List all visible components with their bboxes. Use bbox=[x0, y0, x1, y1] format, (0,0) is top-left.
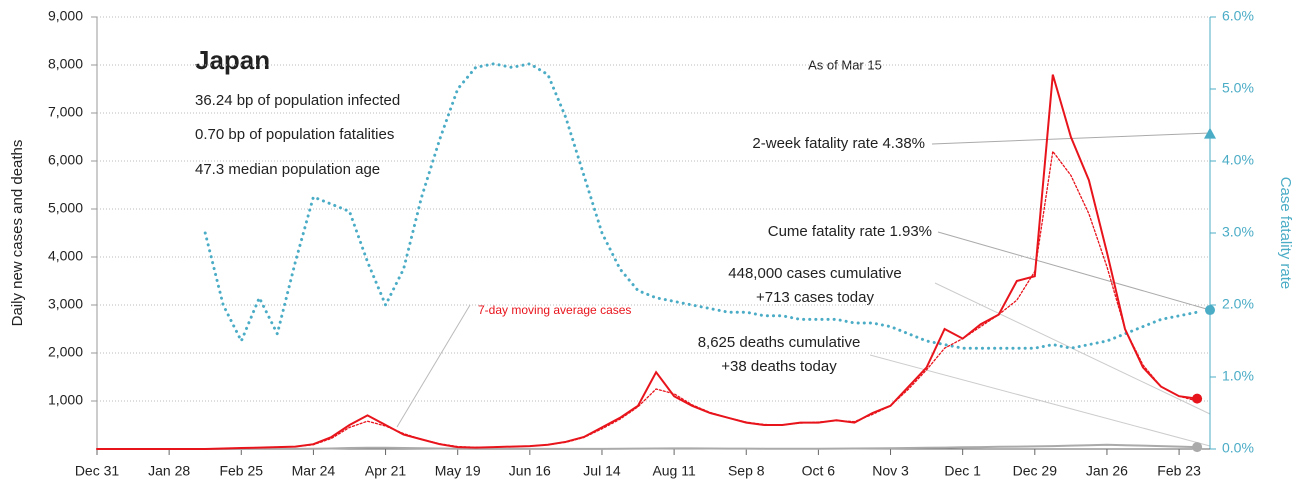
y-tick-label: 1,000 bbox=[48, 392, 83, 408]
x-tick-label: Dec 1 bbox=[944, 463, 981, 479]
annotation: 2-week fatality rate 4.38% bbox=[752, 135, 925, 152]
leader-line bbox=[937, 231, 1211, 311]
annotation: 8,625 deaths cumulative bbox=[698, 334, 861, 351]
subtitle: 0.70 bp of population fatalities bbox=[195, 126, 394, 143]
x-tick-label: Dec 31 bbox=[75, 463, 120, 479]
y-tick-label: 8,000 bbox=[48, 56, 83, 72]
y-tick-label: 6,000 bbox=[48, 152, 83, 168]
x-tick-label: Jun 16 bbox=[509, 463, 551, 479]
y2-tick-label: 4.0% bbox=[1222, 152, 1254, 168]
y2-tick-label: 2.0% bbox=[1222, 296, 1254, 312]
y-axis-title: Daily new cases and deaths bbox=[9, 140, 26, 327]
x-tick-label: Aug 11 bbox=[652, 463, 696, 479]
y2-tick-label: 3.0% bbox=[1222, 224, 1254, 240]
end-dot bbox=[1192, 442, 1203, 453]
subtitle: 47.3 median population age bbox=[195, 161, 380, 178]
series-line bbox=[203, 62, 1199, 350]
y-tick-label: 4,000 bbox=[48, 248, 83, 264]
x-tick-label: Sep 8 bbox=[728, 463, 765, 479]
x-tick-label: Nov 3 bbox=[872, 463, 909, 479]
x-tick-label: Feb 23 bbox=[1157, 463, 1201, 479]
y2-tick-label: 0.0% bbox=[1222, 440, 1254, 456]
y2-tick-label: 5.0% bbox=[1222, 80, 1254, 96]
x-tick-label: Apr 21 bbox=[365, 463, 406, 479]
y-tick-label: 7,000 bbox=[48, 104, 83, 120]
y-tick-label: 2,000 bbox=[48, 344, 83, 360]
end-dot bbox=[1192, 393, 1203, 404]
y-tick-label: 5,000 bbox=[48, 200, 83, 216]
x-tick-label: Jan 28 bbox=[148, 463, 190, 479]
y2-axis-title: Case fatality rate bbox=[1277, 177, 1294, 290]
annotation: +713 cases today bbox=[756, 289, 875, 306]
x-tick-label: May 19 bbox=[435, 463, 481, 479]
annotation: Cume fatality rate 1.93% bbox=[768, 223, 932, 240]
series-line bbox=[96, 149, 1198, 450]
x-tick-label: Jan 26 bbox=[1086, 463, 1128, 479]
rate-marker bbox=[1204, 127, 1216, 139]
rate-marker bbox=[1205, 305, 1215, 316]
x-tick-label: Dec 29 bbox=[1013, 463, 1058, 479]
annotation: 7-day moving average cases bbox=[478, 303, 631, 317]
y-tick-label: 3,000 bbox=[48, 296, 83, 312]
y2-tick-label: 6.0% bbox=[1222, 8, 1254, 24]
x-tick-label: Feb 25 bbox=[219, 463, 263, 479]
series-line bbox=[96, 74, 1199, 450]
subtitle: 36.24 bp of population infected bbox=[195, 92, 400, 109]
chart-title: Japan bbox=[195, 45, 270, 75]
y2-tick-label: 1.0% bbox=[1222, 368, 1254, 384]
leader-line bbox=[396, 304, 471, 428]
x-tick-label: Oct 6 bbox=[802, 463, 836, 479]
annotation: +38 deaths today bbox=[721, 358, 837, 375]
annotation: 448,000 cases cumulative bbox=[728, 265, 901, 282]
x-tick-label: Jul 14 bbox=[583, 463, 621, 479]
x-tick-label: Mar 24 bbox=[292, 463, 336, 479]
series-line bbox=[96, 443, 1199, 450]
y-tick-label: 9,000 bbox=[48, 8, 83, 24]
